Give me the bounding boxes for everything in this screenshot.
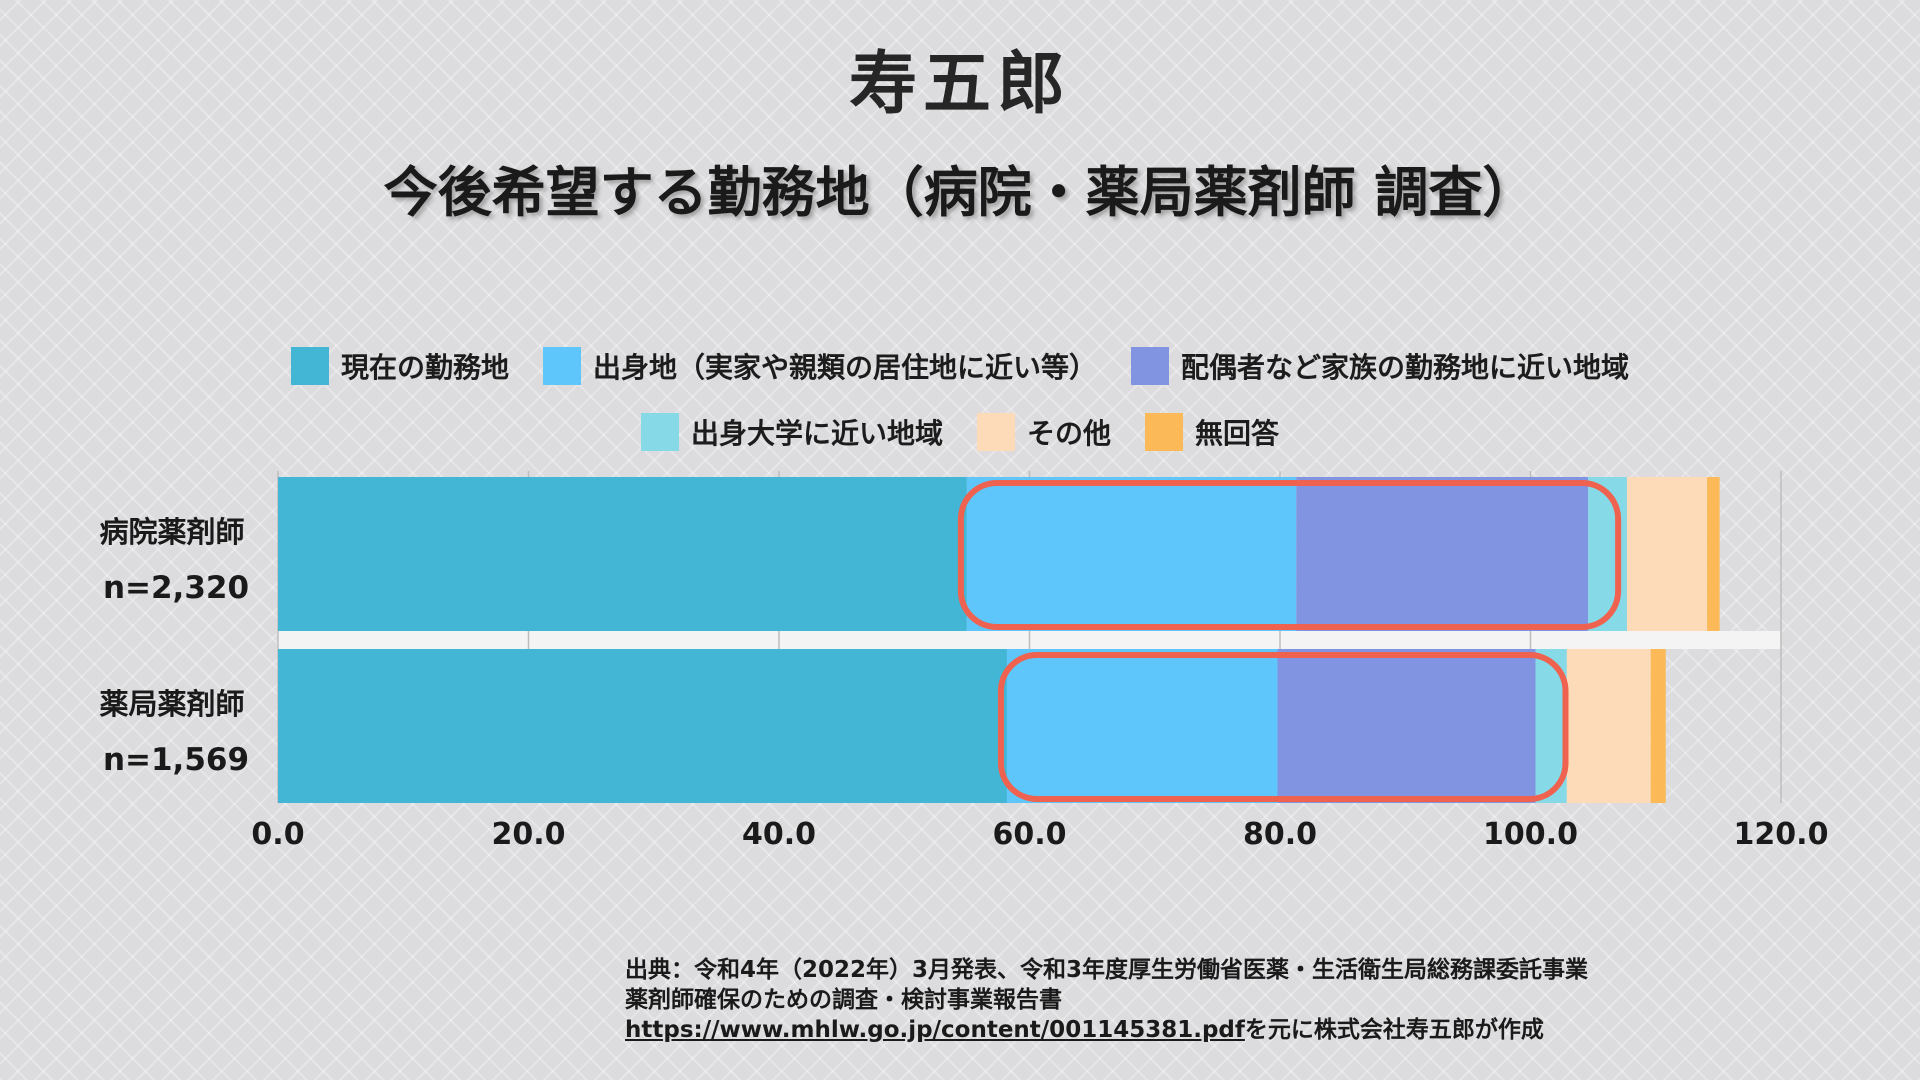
legend-item: 配偶者など家族の勤務地に近い地域: [1131, 346, 1629, 386]
bar-segment: [1566, 649, 1651, 803]
bar-segment: [1650, 649, 1666, 803]
chart-title: 今後希望する勤務地（病院・薬局薬剤師 調査）: [383, 161, 1537, 224]
legend-swatch: [1131, 347, 1169, 385]
x-tick-label: 20.0: [491, 817, 565, 852]
legend-swatch: [290, 347, 329, 385]
bar-segment: [1626, 477, 1708, 631]
highlight-outline: [957, 480, 1622, 630]
legend-label: 現在の勤務地: [340, 351, 509, 384]
legend-item: その他: [976, 412, 1111, 452]
legend-label: 配偶者など家族の勤務地に近い地域: [1181, 351, 1630, 384]
bar-segment: [278, 477, 967, 631]
bar-segment: [1296, 477, 1589, 631]
bar-segment: [1707, 477, 1720, 631]
bar-segment: [1588, 477, 1627, 631]
legend-swatch: [976, 413, 1015, 451]
category-label: 病院薬剤師: [99, 515, 244, 549]
x-tick-label: 0.0: [251, 817, 304, 852]
legend-swatch: [1145, 413, 1183, 451]
legend-label: 無回答: [1195, 417, 1280, 450]
bar-segment: [966, 477, 1297, 631]
source-line-3: https://www.mhlw.go.jp/content/001145381…: [625, 1015, 1588, 1045]
category-sample-size: n=2,320: [103, 570, 249, 606]
legend-swatch: [542, 347, 581, 385]
source-line-2: 薬剤師確保のための調査・検討事業報告書: [625, 987, 1062, 1013]
bar-segment: [278, 649, 1007, 803]
legend-item: 無回答: [1145, 412, 1279, 452]
source-line-1: 出典：令和4年（2022年）3月発表、令和3年度厚生労働省医薬・生活衛生局総務課…: [625, 957, 1589, 983]
category-label: 薬局薬剤師: [99, 687, 244, 721]
source-url-link[interactable]: https://www.mhlw.go.jp/content/001145381…: [625, 1017, 1245, 1043]
legend-label: 出身地（実家や親類の居住地に近い等）: [592, 351, 1097, 384]
legend-label: 出身大学に近い地域: [690, 417, 943, 450]
legend-item: 現在の勤務地: [290, 346, 509, 386]
source-note: 出典：令和4年（2022年）3月発表、令和3年度厚生労働省医薬・生活衛生局総務課…: [625, 955, 1588, 1045]
x-tick-label: 100.0: [1483, 817, 1578, 852]
source-suffix: を元に株式会社寿五郎が作成: [1244, 1017, 1544, 1043]
x-tick-label: 80.0: [1243, 817, 1317, 852]
category-sample-size: n=1,569: [103, 742, 249, 778]
bar-segment: [1277, 649, 1536, 803]
legend-label: その他: [1026, 417, 1111, 450]
company-logo: 寿五郎: [848, 44, 1071, 124]
x-tick-label: 40.0: [742, 817, 816, 852]
bar-segment: [1006, 649, 1278, 803]
highlight-outline: [997, 652, 1569, 802]
chart-legend: 現在の勤務地 出身地（実家や親類の居住地に近い等） 配偶者など家族の勤務地に近い地域…: [240, 346, 1680, 452]
legend-swatch: [640, 413, 679, 451]
x-tick-label: 120.0: [1734, 817, 1829, 852]
legend-item: 出身地（実家や親類の居住地に近い等）: [542, 346, 1097, 386]
x-tick-label: 60.0: [992, 817, 1066, 852]
legend-item: 出身大学に近い地域: [640, 412, 943, 452]
